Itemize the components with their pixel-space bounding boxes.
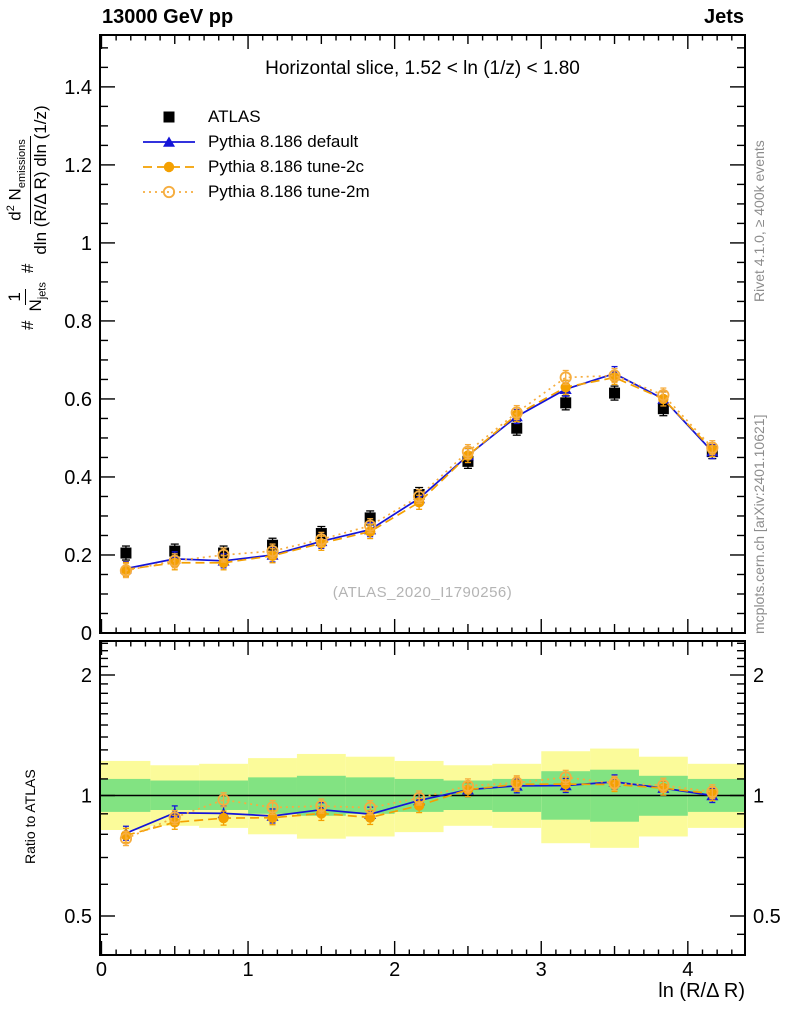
tick-labels: 0 0.2 0.4 0.6 0.8 1 1.2 1.4 0.5 0.5 1 1 2 2 0 1 2 3 4 xyxy=(64,77,781,981)
panel-frame xyxy=(99,640,746,956)
svg-text:1: 1 xyxy=(753,786,764,808)
series-atlas xyxy=(120,385,718,561)
legend-item: Pythia 8.186 tune-2m xyxy=(142,179,370,204)
svg-text:2: 2 xyxy=(389,959,400,981)
series-pythia-8-186-tune-2c xyxy=(120,369,718,578)
svg-text:0.8: 0.8 xyxy=(64,311,92,333)
circle-icon xyxy=(143,161,195,172)
series-pythia-8-186-default xyxy=(119,365,719,577)
panel-frame xyxy=(99,34,746,634)
njets-fraction: 1 Njets xyxy=(5,282,49,312)
hash-glyph: # xyxy=(17,320,37,330)
legend-item: Pythia 8.186 tune-2c xyxy=(142,154,370,179)
legend-label: Pythia 8.186 tune-2m xyxy=(208,181,370,201)
svg-text:0: 0 xyxy=(81,623,92,645)
rivet-version-note: Rivet 4.1.0, ≥ 400k events xyxy=(751,140,767,302)
svg-text:1: 1 xyxy=(242,959,253,981)
svg-text:2: 2 xyxy=(81,665,92,687)
mcplots-reference-note: mcplots.cern.ch [arXiv:2401.10621] xyxy=(751,414,767,634)
triangle-icon xyxy=(143,136,195,147)
hash-glyph: # xyxy=(17,263,37,274)
legend: ATLAS Pythia 8.186 default Pythia 8.186 tu… xyxy=(142,104,370,204)
svg-text:3: 3 xyxy=(536,959,547,981)
svg-text:0.2: 0.2 xyxy=(64,545,92,567)
analysis-id-watermark: (ATLAS_2020_I1790256) xyxy=(332,584,513,601)
legend-label: Pythia 8.186 tune-2c xyxy=(208,156,364,176)
analysis-group-label: Jets xyxy=(703,6,744,28)
svg-text:1: 1 xyxy=(81,786,92,808)
svg-text:0.5: 0.5 xyxy=(753,906,781,928)
legend-item: Pythia 8.186 default xyxy=(142,129,370,154)
legend-item: ATLAS xyxy=(142,104,370,129)
axis-ticks xyxy=(100,35,745,955)
x-axis-label: ln (R/Δ R) xyxy=(658,980,745,1002)
svg-text:0.5: 0.5 xyxy=(64,906,92,928)
plot-title: Horizontal slice, 1.52 < ln (1/z) < 1.80 xyxy=(265,58,580,79)
emissions-fraction: d2 Nemissions dln (R/Δ R) dln (1/z) xyxy=(5,105,50,255)
legend-label: ATLAS xyxy=(208,106,261,126)
series-pythia-8-186-tune-2m xyxy=(119,367,719,579)
y-axis-label: #1 Njets # d2 Nemissions dln (R/Δ R) dln (1/… xyxy=(5,102,50,330)
svg-text:0: 0 xyxy=(96,959,107,981)
svg-text:0.4: 0.4 xyxy=(64,467,92,489)
svg-text:4: 4 xyxy=(682,959,693,981)
beam-label: 13000 GeV pp xyxy=(102,6,234,28)
series-pythia-8-186-tune-2m xyxy=(119,769,719,847)
ratio-axis-label: Ratio to ATLAS xyxy=(22,769,38,864)
svg-text:1: 1 xyxy=(81,233,92,255)
ratio-uncertainty-bands xyxy=(100,748,745,848)
svg-text:1.4: 1.4 xyxy=(64,77,92,99)
square-icon xyxy=(163,111,175,122)
svg-text:1.2: 1.2 xyxy=(64,155,92,177)
svg-text:0.6: 0.6 xyxy=(64,389,92,411)
svg-text:2: 2 xyxy=(753,665,764,687)
legend-label: Pythia 8.186 default xyxy=(208,131,359,151)
circle-open-icon xyxy=(143,185,195,198)
